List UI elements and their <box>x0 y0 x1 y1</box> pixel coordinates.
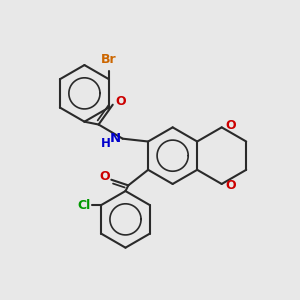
Text: Br: Br <box>101 53 117 67</box>
Text: O: O <box>99 170 110 183</box>
Text: H: H <box>101 137 111 150</box>
Text: N: N <box>109 132 120 145</box>
Text: Cl: Cl <box>78 199 91 212</box>
Text: O: O <box>226 179 236 192</box>
Text: O: O <box>226 119 236 132</box>
Text: O: O <box>115 95 126 108</box>
